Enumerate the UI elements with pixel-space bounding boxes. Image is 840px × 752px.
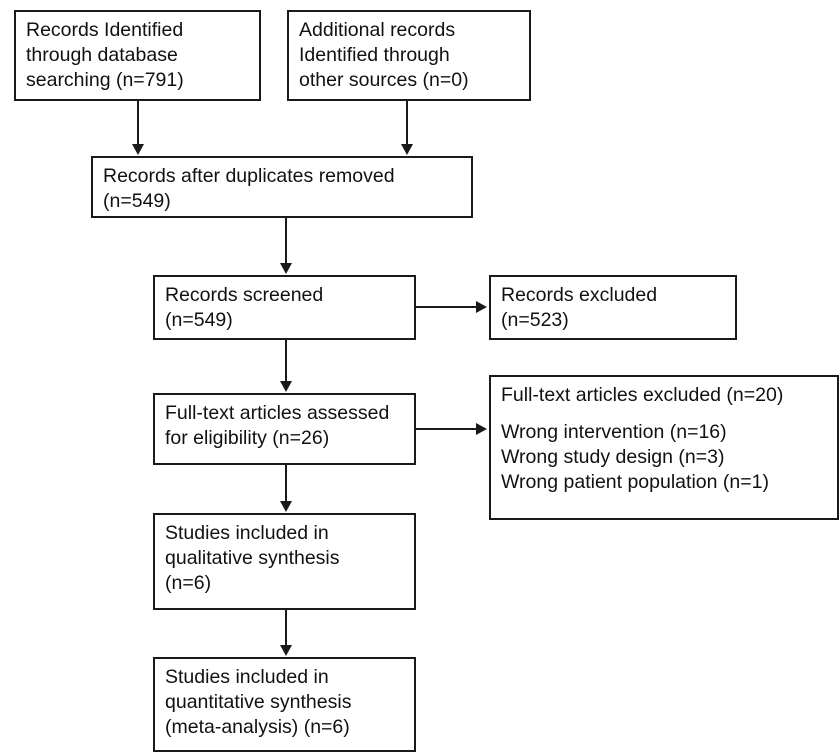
arrowhead bbox=[280, 645, 292, 656]
exclusion-reason: Wrong intervention (n=16) bbox=[501, 421, 727, 443]
box-text: Records excluded bbox=[501, 284, 658, 306]
box-identified-database: Records Identified through database sear… bbox=[14, 10, 261, 101]
box-records-screened: Records screened (n=549) bbox=[153, 275, 416, 340]
box-text: Studies included in bbox=[165, 666, 329, 688]
box-text: (meta-analysis) (n=6) bbox=[165, 716, 350, 738]
box-quantitative-synthesis: Studies included in quantitative synthes… bbox=[153, 657, 416, 752]
box-text: Records after duplicates removed bbox=[103, 165, 395, 187]
box-records-excluded: Records excluded (n=523) bbox=[489, 275, 737, 340]
arrowhead bbox=[280, 263, 292, 274]
box-after-duplicates: Records after duplicates removed (n=549) bbox=[91, 156, 473, 218]
box-text: Studies included in bbox=[165, 522, 329, 544]
box-text: Records screened bbox=[165, 284, 324, 306]
box-text: other sources (n=0) bbox=[299, 69, 469, 91]
box-text: (n=6) bbox=[165, 572, 212, 594]
box-fulltext-assessed: Full-text articles assessed for eligibil… bbox=[153, 393, 416, 465]
box-text: qualitative synthesis bbox=[165, 547, 340, 569]
arrowhead bbox=[476, 301, 487, 313]
box-text: Identified through bbox=[299, 44, 450, 66]
box-text: searching (n=791) bbox=[26, 69, 184, 91]
box-text: (n=549) bbox=[103, 190, 171, 212]
exclusion-reason: Wrong study design (n=3) bbox=[501, 446, 725, 468]
box-text: (n=549) bbox=[165, 309, 233, 331]
arrowhead bbox=[476, 423, 487, 435]
exclusion-reason: Wrong patient population (n=1) bbox=[501, 471, 769, 493]
box-qualitative-synthesis: Studies included in qualitative synthesi… bbox=[153, 513, 416, 610]
arrowhead bbox=[401, 144, 413, 155]
box-text: (n=523) bbox=[501, 309, 569, 331]
box-text: Records Identified bbox=[26, 19, 184, 41]
box-text: Full-text articles assessed bbox=[165, 402, 390, 424]
excluded-heading: Full-text articles excluded (n=20) bbox=[501, 384, 784, 406]
arrowhead bbox=[280, 501, 292, 512]
box-fulltext-excluded: Full-text articles excluded (n=20) Wrong… bbox=[489, 375, 839, 520]
box-identified-other: Additional records Identified through ot… bbox=[287, 10, 531, 101]
arrowhead bbox=[280, 381, 292, 392]
box-text: for eligibility (n=26) bbox=[165, 427, 330, 449]
box-text: quantitative synthesis bbox=[165, 691, 352, 713]
box-text: Additional records bbox=[299, 19, 456, 41]
arrowhead bbox=[132, 144, 144, 155]
box-text: through database bbox=[26, 44, 178, 66]
